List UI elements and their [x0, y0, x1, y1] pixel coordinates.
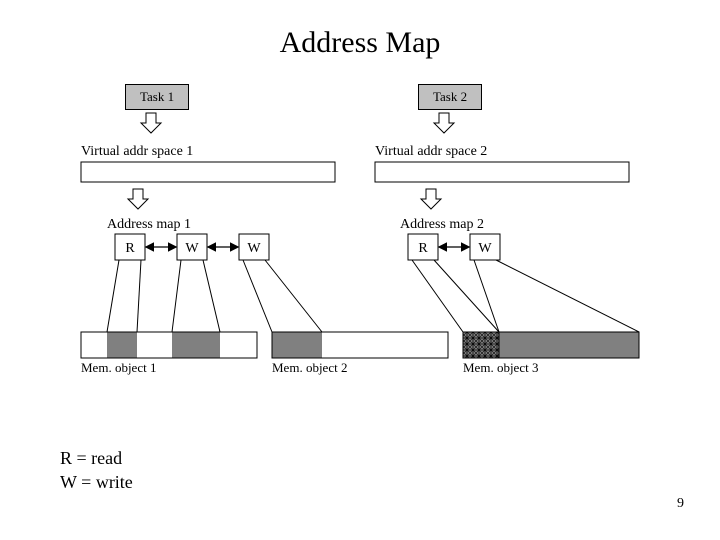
- address-map-2-label: Address map 2: [400, 217, 484, 232]
- mem-object-2: [272, 332, 448, 358]
- mem-obj-2-label: Mem. object 2: [272, 360, 347, 375]
- line-r2-b: [434, 260, 499, 332]
- line-w2-a: [243, 260, 272, 332]
- map1-box2-text: W: [185, 241, 199, 256]
- legend-write: W = write: [60, 472, 133, 493]
- mem-object-3: [463, 332, 639, 358]
- line-r1-a: [107, 260, 119, 332]
- line-r2-a: [412, 260, 463, 332]
- line-w2-b: [265, 260, 322, 332]
- slide: Address Map Task 1 Task 2: [0, 0, 720, 540]
- map2-box2-text: W: [478, 241, 492, 256]
- line-w3-a: [474, 260, 499, 332]
- virtual-space-2-rect: [375, 162, 629, 182]
- map1-box1-text: R: [125, 241, 135, 256]
- arrow-task2-down: [434, 113, 454, 133]
- mem-object-1: [81, 332, 257, 358]
- map2-box1-text: R: [418, 241, 428, 256]
- virtual-space-1-rect: [81, 162, 335, 182]
- virtual-space-1-label: Virtual addr space 1: [81, 144, 193, 159]
- mem-obj-3-label: Mem. object 3: [463, 360, 538, 375]
- page-title: Address Map: [0, 26, 720, 60]
- page-number: 9: [677, 496, 684, 512]
- arrow-vspace2-down: [421, 189, 441, 209]
- line-w1-b: [203, 260, 220, 332]
- arrow-vspace1-down: [128, 189, 148, 209]
- diagram-svg: Virtual addr space 1 Virtual addr space …: [77, 80, 643, 400]
- line-w3-b: [496, 260, 639, 332]
- arrow-task1-down: [141, 113, 161, 133]
- virtual-space-2-label: Virtual addr space 2: [375, 144, 487, 159]
- map1-box3-text: W: [247, 241, 261, 256]
- mem-obj-1-label: Mem. object 1: [81, 360, 156, 375]
- legend-read: R = read: [60, 448, 122, 469]
- address-map-1-label: Address map 1: [107, 217, 191, 232]
- line-w1-a: [172, 260, 181, 332]
- line-r1-b: [137, 260, 141, 332]
